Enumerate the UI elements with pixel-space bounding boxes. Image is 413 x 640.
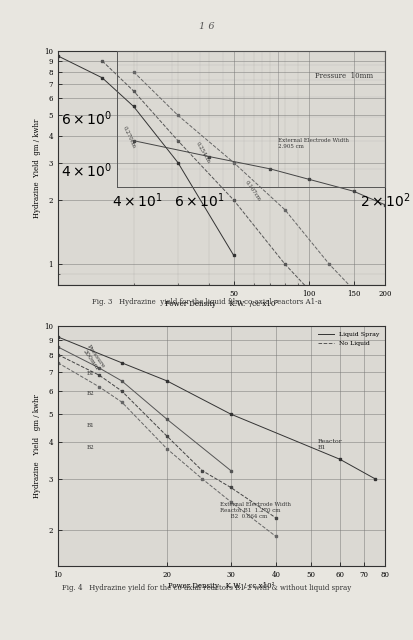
Text: B1: B1 [86, 371, 94, 376]
Legend: Liquid Spray, No Liquid: Liquid Spray, No Liquid [315, 330, 381, 348]
Text: Pressure  10mm: Pressure 10mm [314, 72, 372, 80]
Text: B2: B2 [86, 445, 94, 450]
Text: 0.254cm: 0.254cm [194, 141, 211, 164]
Text: Fig. 4   Hydrazine yield for the co-axial reactors B1-2 with & without liquid sp: Fig. 4 Hydrazine yield for the co-axial … [62, 584, 351, 591]
Text: Pressure
200mm: Pressure 200mm [81, 344, 105, 372]
Text: Reactor
B1: Reactor B1 [316, 439, 341, 450]
Text: Fig. 3   Hydrazine  yield for the liquid film co-axial reactors A1-a: Fig. 3 Hydrazine yield for the liquid fi… [92, 298, 321, 305]
Text: B2: B2 [86, 391, 94, 396]
Y-axis label: Hydrazine  Yield  gm / kwhr: Hydrazine Yield gm / kwhr [33, 118, 41, 218]
Y-axis label: Hydrazine   Yield   gm / kwhr: Hydrazine Yield gm / kwhr [33, 394, 41, 499]
Text: External Electrode Width
Reactor B1  1.270 cm
      B2  0.864 cm: External Electrode Width Reactor B1 1.27… [219, 502, 290, 519]
Text: 0.270cm: 0.270cm [122, 125, 136, 149]
X-axis label: Power Density   K.W. / cc x10²: Power Density K.W. / cc x10² [168, 582, 274, 590]
X-axis label: Power Density      K.W.  /cc x10²: Power Density K.W. /cc x10² [164, 300, 278, 308]
Text: 1 6: 1 6 [199, 22, 214, 31]
Text: External Electrode Width
2.905 cm: External Electrode Width 2.905 cm [277, 138, 348, 149]
Text: B1: B1 [86, 424, 94, 428]
Text: 0.107cm: 0.107cm [244, 179, 261, 202]
